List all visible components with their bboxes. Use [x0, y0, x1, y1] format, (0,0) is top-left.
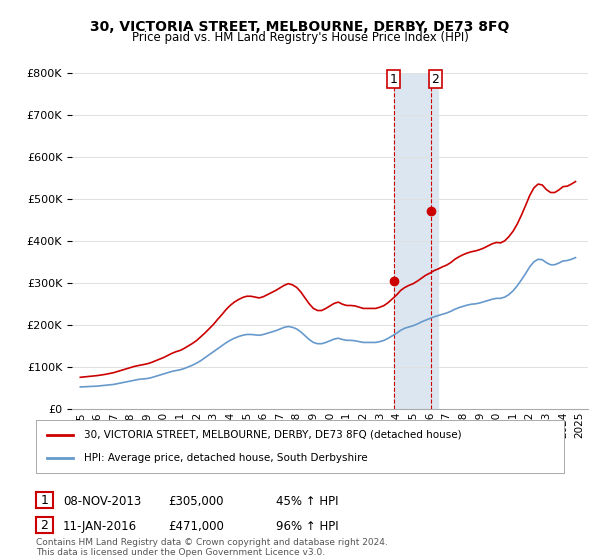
Text: 30, VICTORIA STREET, MELBOURNE, DERBY, DE73 8FQ (detached house): 30, VICTORIA STREET, MELBOURNE, DERBY, D…: [83, 430, 461, 440]
Bar: [394, 73, 438, 409]
Text: £305,000: £305,000: [168, 494, 224, 508]
Text: 1: 1: [40, 493, 49, 507]
Text: 30, VICTORIA STREET, MELBOURNE, DERBY, DE73 8FQ: 30, VICTORIA STREET, MELBOURNE, DERBY, D…: [91, 20, 509, 34]
Text: 08-NOV-2013: 08-NOV-2013: [63, 494, 141, 508]
Text: 2: 2: [40, 519, 49, 532]
Text: Price paid vs. HM Land Registry's House Price Index (HPI): Price paid vs. HM Land Registry's House …: [131, 31, 469, 44]
Text: Contains HM Land Registry data © Crown copyright and database right 2024.
This d: Contains HM Land Registry data © Crown c…: [36, 538, 388, 557]
Text: 1: 1: [390, 73, 398, 86]
Text: HPI: Average price, detached house, South Derbyshire: HPI: Average price, detached house, Sout…: [83, 453, 367, 463]
Text: 11-JAN-2016: 11-JAN-2016: [63, 520, 137, 533]
Text: 2: 2: [431, 73, 439, 86]
Text: 96% ↑ HPI: 96% ↑ HPI: [276, 520, 338, 533]
Text: 45% ↑ HPI: 45% ↑ HPI: [276, 494, 338, 508]
Text: £471,000: £471,000: [168, 520, 224, 533]
